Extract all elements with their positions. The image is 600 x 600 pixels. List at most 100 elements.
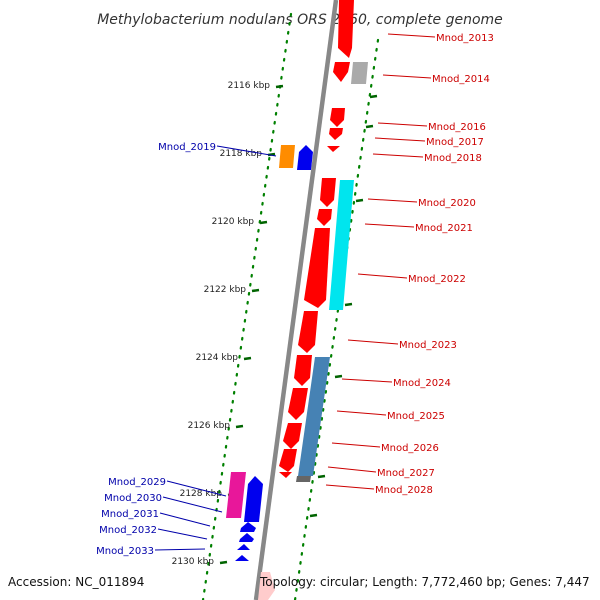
kbp-tick-label: 2124 kbp [196, 353, 239, 363]
reverse-genes [226, 145, 313, 600]
gene-arrow-mnod-2023[interactable] [298, 311, 318, 353]
kbp-tick-label: 2122 kbp [204, 285, 247, 295]
forward-tick-mark [369, 94, 378, 99]
kbp-tick-mark [275, 84, 284, 89]
gene-label-leader [374, 137, 426, 142]
gene-label-leader [382, 74, 432, 79]
gene-arrow-mnod-2026[interactable] [283, 423, 302, 449]
gene-arrow-mnod-2019[interactable] [279, 145, 295, 168]
gene-arrow-mnod-2024-blue[interactable] [298, 357, 330, 476]
gene-label[interactable]: Mnod_2018 [424, 153, 482, 164]
gene-label-leader [336, 410, 387, 416]
gene-label-leader [377, 122, 428, 127]
forward-tick-mark [344, 302, 353, 307]
gene-label-leader [331, 442, 381, 448]
gene-label[interactable]: Mnod_2027 [377, 468, 435, 479]
reverse-guide-track [201, 12, 293, 600]
forward-tick-mark [334, 374, 343, 379]
gene-label[interactable]: Mnod_2029 [108, 477, 166, 488]
gene-label[interactable]: Mnod_2022 [408, 274, 466, 285]
gene-arrow-mnod-2013[interactable] [338, 0, 354, 58]
gene-label[interactable]: Mnod_2013 [436, 33, 494, 44]
gene-label-leader [166, 480, 227, 497]
gene-label[interactable]: Mnod_2020 [418, 198, 476, 209]
gene-arrow-mnod-2033a[interactable] [237, 544, 250, 550]
gene-arrow-mnod-2027[interactable] [279, 449, 297, 472]
kbp-tick-label: 2126 kbp [188, 421, 231, 431]
gene-label-leader [216, 145, 277, 157]
gene-label[interactable]: Mnod_2014 [432, 74, 490, 85]
gene-arrow-mnod-2020[interactable] [320, 178, 336, 207]
gene-label[interactable]: Mnod_2025 [387, 411, 445, 422]
gene-label-leader [325, 484, 375, 490]
gene-label[interactable]: Mnod_2033 [96, 546, 154, 557]
kbp-tick-label: 2118 kbp [220, 149, 263, 159]
gene-arrow-mnod-2017[interactable] [329, 128, 343, 140]
gene-label[interactable]: Mnod_2028 [375, 485, 433, 496]
kbp-tick-mark [219, 560, 228, 565]
gene-label-leader [157, 528, 208, 540]
accession-text: Accession: NC_011894 [8, 575, 144, 589]
gene-arrow-mnod-2033[interactable] [235, 555, 249, 561]
gene-label-leader [372, 153, 424, 158]
gene-label-leader [159, 512, 211, 527]
gene-arrow-faint [258, 572, 275, 600]
gene-label[interactable]: Mnod_2016 [428, 122, 486, 133]
gene-label[interactable]: Mnod_2024 [393, 378, 451, 389]
forward-tick-mark [309, 513, 318, 518]
gene-label-leader [154, 548, 206, 551]
kbp-ticks: 2116 kbp 2118 kbp 2120 kbp 2122 kbp 2124 kbp… [172, 81, 378, 567]
gene-label-leader [327, 466, 377, 473]
gene-arrow-mnod-2021[interactable] [317, 209, 332, 226]
kbp-tick-label: 2128 kbp [180, 489, 223, 499]
genome-backbone [253, 0, 339, 600]
gene-label-leader [364, 223, 415, 228]
gene-arrow-mnod-2019-blue[interactable] [297, 145, 313, 170]
gene-arrow-mnod-2032[interactable] [239, 533, 254, 542]
gene-label-leader [387, 33, 436, 38]
reverse-gene-labels: Mnod_2019 Mnod_2029 Mnod_2030 Mnod_2031 Mnod… [96, 142, 277, 557]
gene-label-leader [357, 273, 408, 279]
kbp-tick-mark [259, 220, 268, 225]
forward-gene-labels: Mnod_2013 Mnod_2014 Mnod_2016 Mnod_2017 Mnod… [325, 33, 494, 496]
gene-label-leader [341, 378, 393, 383]
gene-arrow-mnod-2025[interactable] [288, 388, 308, 420]
gene-arrow-mnod-2028[interactable] [296, 476, 311, 482]
gene-label[interactable]: Mnod_2019 [158, 142, 216, 153]
forward-tick-mark [317, 474, 326, 479]
kbp-tick-label: 2120 kbp [212, 217, 255, 227]
topology-text: Topology: circular; Length: 7,772,460 bp… [259, 575, 590, 589]
kbp-tick-label: 2130 kbp [172, 557, 215, 567]
gene-label[interactable]: Mnod_2032 [99, 525, 157, 536]
gene-arrow-mnod-2027b[interactable] [279, 472, 292, 478]
gene-label-leader [162, 496, 223, 513]
gene-label[interactable]: Mnod_2031 [101, 509, 159, 520]
gene-label-leader [347, 339, 399, 345]
gene-label[interactable]: Mnod_2030 [104, 493, 162, 504]
forward-tick-mark [365, 124, 374, 129]
forward-tick-mark [355, 198, 364, 203]
gene-arrow-mnod-2022-cyan[interactable] [329, 180, 354, 310]
kbp-tick-label: 2116 kbp [228, 81, 271, 91]
gene-label[interactable]: Mnod_2017 [426, 137, 484, 148]
kbp-tick-mark [251, 288, 260, 293]
gene-label-leader [367, 198, 418, 203]
gene-arrow-mnod-2029[interactable] [226, 472, 246, 518]
gene-arrow-mnod-2014[interactable] [351, 62, 368, 84]
forward-guide-track [293, 38, 380, 600]
gene-arrow-mnod-2031[interactable] [240, 522, 256, 532]
gene-label[interactable]: Mnod_2021 [415, 223, 473, 234]
map-title: Methylobacterium nodulans ORS 2060, comp… [97, 12, 503, 28]
kbp-tick-mark [243, 356, 252, 361]
forward-genes [279, 0, 368, 482]
kbp-tick-mark [235, 424, 244, 429]
gene-arrow-mnod-2016[interactable] [330, 108, 345, 127]
gene-arrow-mnod-2024[interactable] [294, 355, 312, 386]
gene-arrow-mnod-2018[interactable] [327, 146, 340, 152]
gene-arrow-mnod-2013b[interactable] [333, 62, 350, 82]
gene-label[interactable]: Mnod_2023 [399, 340, 457, 351]
gene-label[interactable]: Mnod_2026 [381, 443, 439, 454]
gene-arrow-mnod-2022[interactable] [304, 228, 330, 308]
gene-arrow-mnod-2030[interactable] [244, 476, 263, 522]
